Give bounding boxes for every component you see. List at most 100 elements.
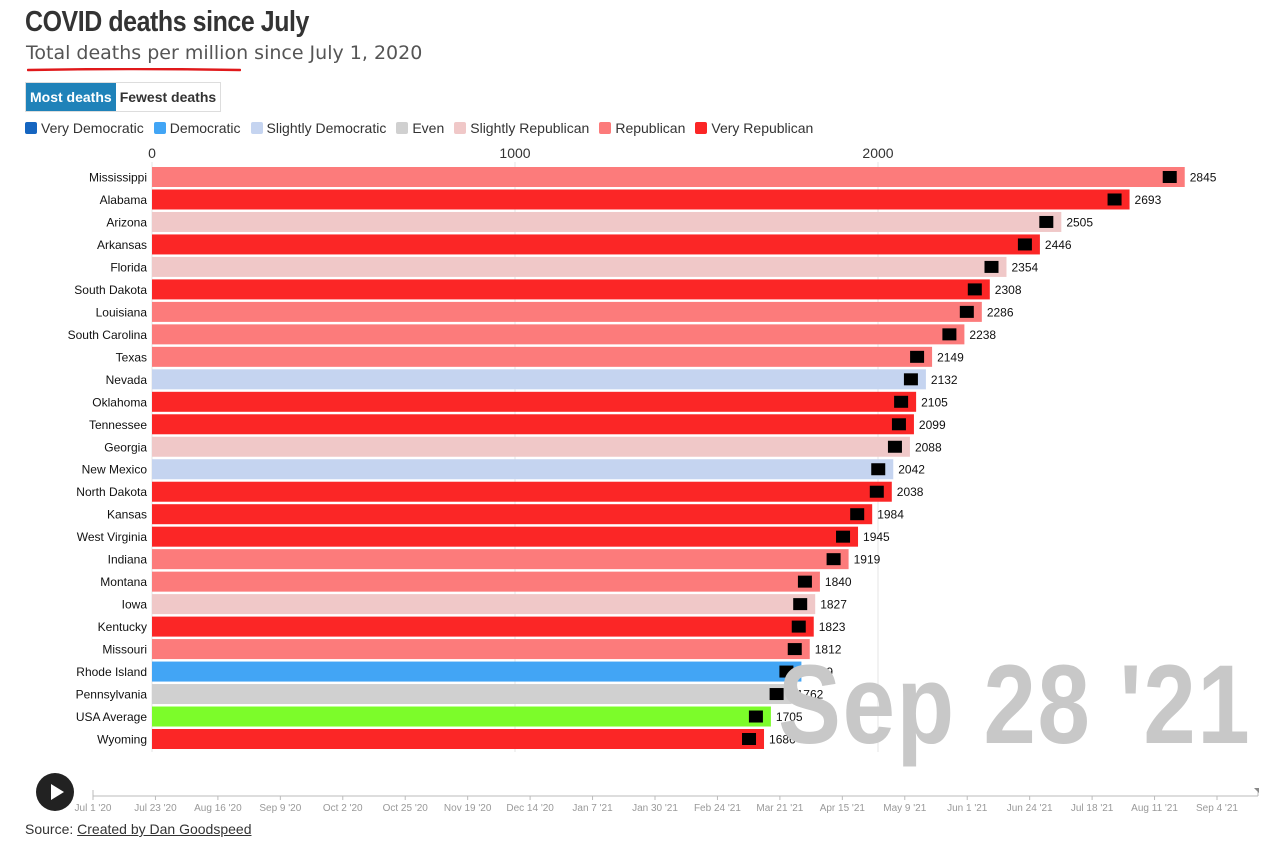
bar: [152, 189, 1130, 210]
state-shape-icon: [793, 598, 808, 611]
state-shape-icon: [1017, 238, 1032, 251]
legend-swatch: [153, 122, 166, 134]
legend-item: Very Democratic: [25, 120, 144, 136]
timeline-label: Aug 16 '20: [194, 803, 242, 814]
category-label: Georgia: [104, 440, 147, 454]
bar: [152, 616, 814, 637]
chart-title: COVID deaths since July: [25, 6, 309, 38]
category-label: Texas: [116, 350, 147, 364]
value-label: 1705: [776, 710, 803, 724]
category-label: Wyoming: [97, 733, 147, 747]
state-shape-icon: [836, 530, 851, 543]
bar: [152, 706, 771, 727]
play-button[interactable]: [36, 773, 74, 811]
legend-swatch: [599, 122, 612, 134]
legend-item: Slightly Democratic: [250, 120, 387, 136]
timeline-label: Jul 1 '20: [75, 803, 112, 814]
legend-swatch: [396, 122, 409, 134]
state-shape-icon: [787, 643, 802, 656]
bar: [152, 346, 933, 367]
value-label: 2845: [1190, 171, 1217, 185]
state-shape-icon: [984, 260, 999, 273]
value-label: 2132: [931, 373, 958, 387]
category-label: Alabama: [100, 193, 148, 207]
value-label: 1823: [819, 620, 846, 634]
category-label: South Carolina: [68, 328, 148, 342]
value-label: 1762: [797, 688, 824, 702]
chart-subtitle: Total deaths per million since July 1, 2…: [26, 42, 423, 64]
bar: [152, 684, 792, 705]
legend-item: Republican: [599, 120, 685, 136]
bar: [152, 729, 765, 749]
value-label: 2354: [1012, 260, 1039, 274]
source-link[interactable]: Created by Dan Goodspeed: [77, 821, 252, 837]
legend-label: Very Republican: [711, 120, 814, 136]
category-label: Kentucky: [98, 620, 147, 634]
category-label: Louisiana: [96, 305, 148, 319]
category-label: Montana: [100, 575, 147, 589]
value-label: 2693: [1135, 193, 1162, 207]
legend: Very Democratic Democratic Slightly Democr…: [25, 120, 813, 136]
value-label: 1840: [825, 575, 852, 589]
bar: [152, 279, 990, 300]
timeline-label: Mar 21 '21: [756, 803, 803, 814]
timeline-label: May 9 '21: [883, 803, 926, 814]
value-label: 2308: [995, 283, 1022, 297]
sort-mode-toggle: Most deaths Fewest deaths: [25, 82, 222, 112]
value-label: 2505: [1066, 215, 1093, 229]
timeline-label: Sep 4 '21: [1196, 803, 1238, 814]
most-deaths-button[interactable]: Most deaths: [26, 83, 116, 111]
bar: [152, 301, 982, 322]
bar: [152, 549, 849, 570]
category-label: North Dakota: [76, 485, 147, 499]
state-shape-icon: [903, 373, 918, 386]
state-shape-icon: [850, 508, 865, 521]
timeline-handle: [1254, 788, 1259, 793]
state-shape-icon: [742, 733, 757, 745]
legend-label: Slightly Democratic: [266, 120, 387, 136]
state-shape-icon: [887, 440, 902, 453]
state-shape-icon: [791, 620, 806, 633]
bar: [152, 369, 926, 390]
bar: [152, 256, 1007, 277]
state-shape-icon: [871, 463, 886, 476]
timeline-label: Aug 11 '21: [1131, 803, 1178, 814]
legend-swatch: [250, 122, 263, 134]
value-label: 1812: [815, 643, 842, 657]
category-label: Indiana: [108, 553, 148, 567]
fewest-deaths-button[interactable]: Fewest deaths: [115, 83, 221, 111]
timeline-slider[interactable]: Jul 1 '20 Jul 23 '20 Aug 16 '20 Sep 9 '20 Oc…: [0, 780, 1279, 820]
legend-swatch: [695, 122, 708, 134]
category-label: West Virginia: [77, 530, 148, 544]
state-shape-icon: [748, 710, 763, 723]
timeline-label: Sep 9 '20: [259, 803, 301, 814]
legend-label: Democratic: [169, 120, 241, 136]
value-label: 2105: [921, 395, 948, 409]
timeline-label: Jun 1 '21: [947, 803, 988, 814]
category-label: Rhode Island: [76, 665, 147, 679]
bar: [152, 167, 1185, 187]
value-label: 1827: [820, 598, 847, 612]
category-label: Missouri: [102, 643, 147, 657]
legend-item: Very Republican: [695, 120, 813, 136]
legend-label: Republican: [615, 120, 686, 136]
category-label: Tennessee: [89, 418, 147, 432]
legend-item: Slightly Republican: [454, 120, 589, 136]
category-label: Mississippi: [89, 171, 147, 185]
value-label: 1945: [863, 530, 890, 544]
state-shape-icon: [769, 688, 784, 701]
value-label: 2286: [987, 305, 1014, 319]
state-shape-icon: [1162, 171, 1177, 183]
bar: [152, 571, 820, 592]
value-label: 1984: [877, 508, 904, 522]
state-shape-icon: [910, 350, 925, 363]
state-shape-icon: [942, 328, 957, 341]
state-shape-icon: [869, 485, 884, 498]
legend-item: Even: [396, 120, 444, 136]
legend-label: Very Democratic: [41, 120, 144, 136]
timeline-label: Jul 23 '20: [134, 803, 177, 814]
current-date-watermark: Sep 28 '21: [777, 642, 1251, 767]
category-label: Iowa: [122, 598, 148, 612]
category-label: Pennsylvania: [76, 688, 148, 702]
timeline-label: Jul 18 '21: [1071, 803, 1114, 814]
